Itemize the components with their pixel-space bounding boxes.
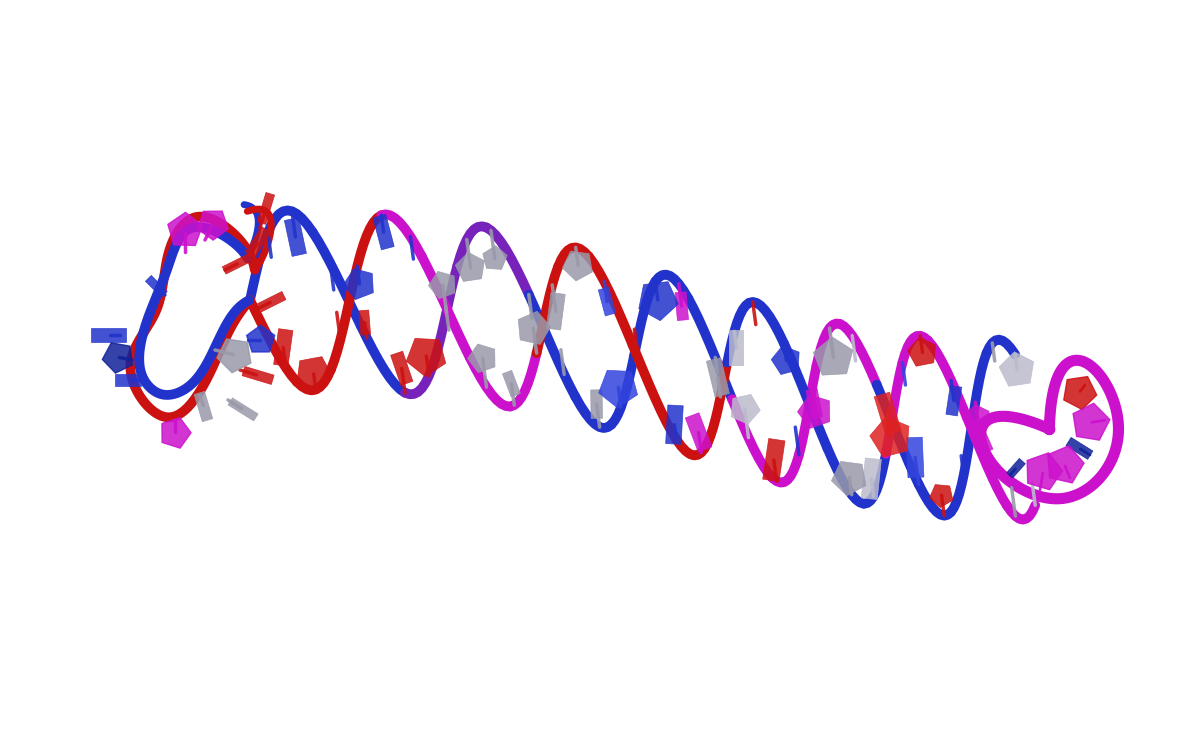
Polygon shape [217, 339, 251, 373]
Polygon shape [798, 394, 829, 428]
Polygon shape [168, 212, 203, 245]
Polygon shape [862, 458, 881, 500]
Polygon shape [1027, 453, 1062, 490]
Polygon shape [284, 217, 306, 256]
Polygon shape [772, 346, 799, 374]
Polygon shape [599, 370, 637, 408]
Polygon shape [468, 344, 494, 373]
Polygon shape [1063, 376, 1097, 410]
Polygon shape [391, 351, 413, 386]
Polygon shape [428, 272, 455, 298]
Polygon shape [242, 367, 274, 385]
Polygon shape [228, 398, 258, 421]
Polygon shape [115, 374, 142, 386]
Polygon shape [590, 390, 602, 418]
Polygon shape [343, 268, 373, 299]
Polygon shape [763, 439, 785, 482]
Polygon shape [967, 418, 992, 454]
Polygon shape [407, 338, 445, 376]
Polygon shape [1000, 352, 1033, 386]
Polygon shape [274, 328, 293, 366]
Polygon shape [599, 287, 616, 316]
Polygon shape [198, 211, 228, 240]
Polygon shape [674, 292, 689, 320]
Polygon shape [946, 386, 961, 416]
Polygon shape [930, 484, 953, 508]
Polygon shape [806, 388, 822, 418]
Polygon shape [359, 310, 371, 335]
Polygon shape [296, 357, 332, 393]
Polygon shape [91, 328, 126, 341]
Polygon shape [194, 392, 212, 422]
Polygon shape [1048, 446, 1084, 483]
Polygon shape [906, 437, 924, 478]
Polygon shape [814, 337, 853, 375]
Polygon shape [503, 370, 521, 397]
Polygon shape [257, 193, 275, 224]
Polygon shape [832, 461, 866, 496]
Polygon shape [102, 343, 132, 373]
Polygon shape [258, 292, 286, 312]
Polygon shape [707, 358, 730, 397]
Polygon shape [145, 275, 167, 297]
Polygon shape [870, 417, 908, 457]
Polygon shape [1073, 404, 1110, 440]
Polygon shape [518, 311, 551, 344]
Polygon shape [731, 394, 761, 424]
Polygon shape [455, 253, 485, 281]
Polygon shape [222, 253, 254, 274]
Polygon shape [907, 338, 936, 366]
Polygon shape [245, 226, 271, 258]
Polygon shape [563, 251, 593, 281]
Polygon shape [666, 405, 683, 444]
Polygon shape [638, 282, 678, 321]
Polygon shape [247, 326, 275, 352]
Polygon shape [373, 214, 395, 250]
Polygon shape [685, 413, 712, 452]
Polygon shape [482, 246, 508, 269]
Polygon shape [965, 404, 989, 430]
Polygon shape [546, 292, 565, 330]
Polygon shape [730, 331, 744, 366]
Polygon shape [874, 392, 901, 436]
Polygon shape [162, 418, 191, 448]
Polygon shape [1066, 437, 1093, 459]
Polygon shape [1007, 458, 1025, 478]
